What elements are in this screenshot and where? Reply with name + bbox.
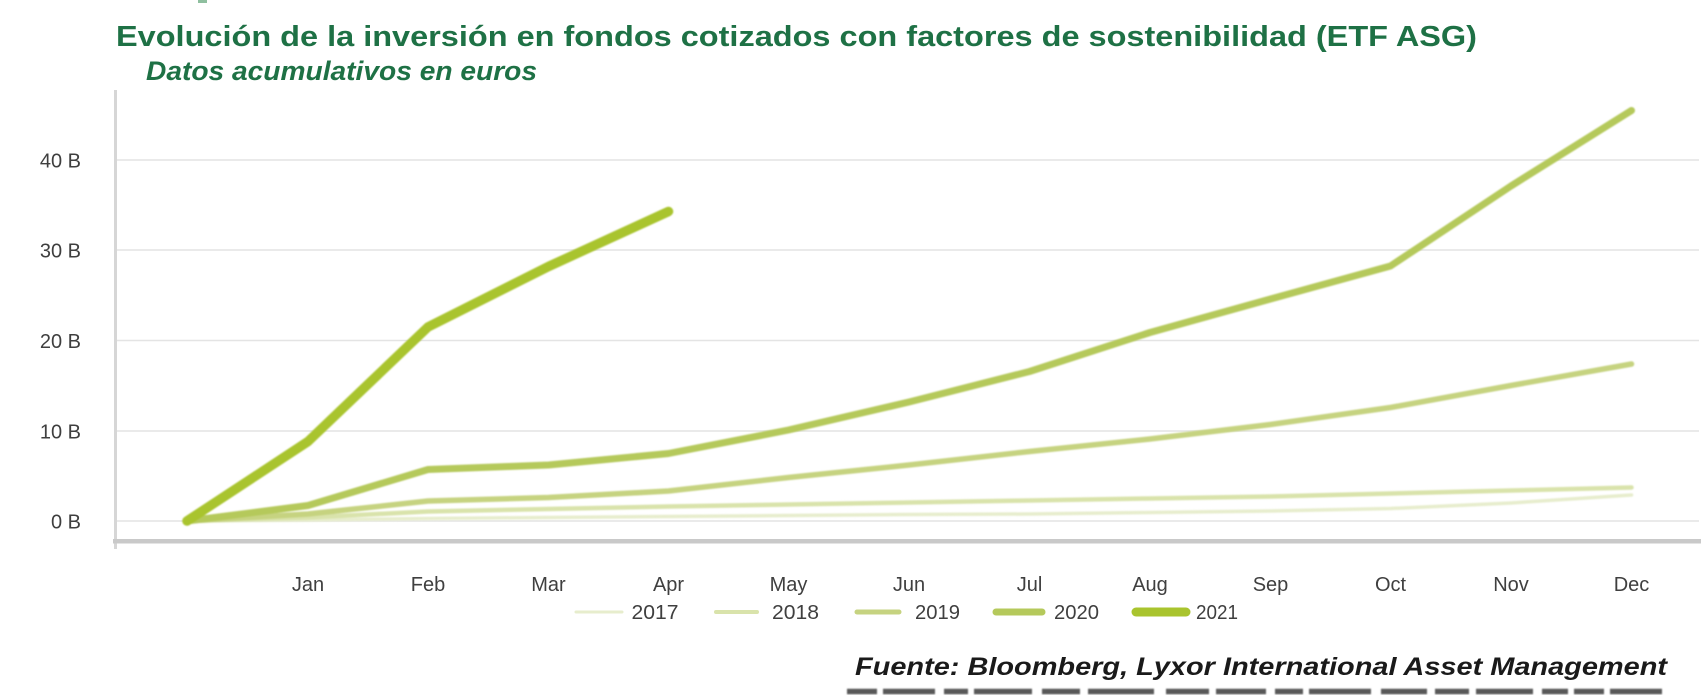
svg-text:Aug: Aug [1132,574,1168,596]
svg-text:2021: 2021 [1196,602,1238,624]
svg-text:Fuente: Bloomberg, Lyxor Inter: Fuente: Bloomberg, Lyxor International A… [855,653,1669,681]
svg-text:2020: 2020 [1054,602,1099,624]
svg-text:40 B: 40 B [40,151,81,173]
svg-text:Oct: Oct [1375,574,1407,596]
svg-text:Feb: Feb [411,574,445,596]
svg-text:20 B: 20 B [40,331,81,353]
svg-text:2018: 2018 [772,602,819,624]
svg-text:30 B: 30 B [40,241,81,263]
svg-text:2019: 2019 [915,602,960,624]
svg-text:Jun: Jun [893,574,925,596]
svg-text:0 B: 0 B [51,512,81,534]
svg-text:Datos acumulativos en euros: Datos acumulativos en euros [146,56,537,86]
svg-text:Evolución de la inversión en f: Evolución de la inversión en fondos coti… [116,21,1477,53]
svg-text:10 B: 10 B [40,422,81,444]
svg-text:Sep: Sep [1253,574,1289,596]
svg-text:May: May [770,574,808,596]
svg-text:Nov: Nov [1493,574,1529,596]
svg-text:Jan: Jan [292,574,324,596]
svg-text:Apr: Apr [653,574,684,596]
svg-text:Dec: Dec [1614,574,1650,596]
svg-text:2017: 2017 [632,602,679,624]
svg-text:Mar: Mar [531,574,566,596]
svg-text:Jul: Jul [1017,574,1043,596]
